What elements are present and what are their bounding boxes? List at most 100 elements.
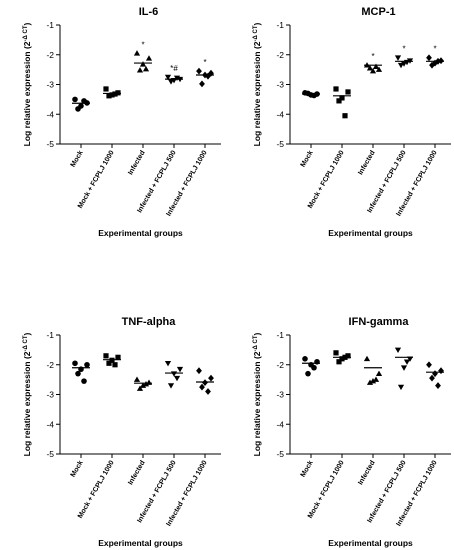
data-point: [142, 65, 150, 72]
data-point: [394, 55, 402, 61]
data-point: [366, 379, 374, 385]
data-point: [311, 364, 317, 371]
data-point: [397, 62, 405, 69]
data-point: [345, 89, 351, 95]
data-point: [363, 355, 371, 362]
significance-marker: *: [203, 58, 206, 67]
data-point: [199, 383, 205, 391]
data-point: [72, 96, 78, 103]
data-point: [394, 347, 402, 353]
data-point: [366, 65, 374, 71]
y-axis-label: Log relative expression (2-Δ CT): [252, 22, 262, 146]
data-point: [372, 63, 380, 69]
y-axis-label: Log relative expression (2-Δ CT): [22, 22, 32, 146]
x-axis-label: Experimental groups: [98, 538, 183, 548]
data-point: [173, 375, 181, 382]
data-point: [136, 385, 144, 391]
x-tick-label: Mock + FCPLJ 1000: [77, 459, 116, 519]
x-tick-label: Infected: [357, 460, 376, 487]
data-point: [205, 388, 211, 395]
data-point: [435, 382, 441, 389]
x-tick-label: Mock + FCPLJ 1000: [77, 149, 116, 209]
y-tick-label: -5: [46, 139, 54, 149]
chart-panel-4: IFN-gamma -1 -2 -3 -4 -5 Log relative expressi…: [252, 316, 451, 548]
data-point: [372, 376, 380, 382]
x-tick-label: Mock + FCPLJ 1000: [307, 149, 346, 209]
y-tick-label: -3: [46, 80, 54, 90]
x-tick-label: Mock: [70, 149, 85, 168]
y-tick-label: -5: [276, 449, 284, 459]
significance-marker: *#: [170, 64, 178, 73]
x-tick-label: Infected: [127, 460, 146, 487]
data-point: [333, 86, 339, 92]
y-tick-label: -4: [46, 419, 54, 429]
data-point: [81, 98, 87, 104]
y-tick-label: -1: [46, 20, 54, 30]
x-tick-label: Mock: [300, 149, 315, 168]
y-tick-label: -2: [276, 50, 284, 60]
data-point: [375, 66, 383, 72]
data-point: [429, 61, 435, 69]
data-point: [75, 106, 81, 112]
data-point: [333, 350, 339, 356]
data-point: [103, 86, 109, 92]
data-point: [75, 370, 81, 377]
x-axis-label: Experimental groups: [98, 228, 183, 238]
chart-title: MCP-1: [361, 6, 395, 18]
y-tick-label: -2: [46, 360, 54, 370]
data-point: [139, 61, 147, 67]
chart-panel-3: TNF-alpha -1 -2 -3 -4 -5 Log relative expressi…: [22, 316, 221, 548]
y-tick-label: -3: [46, 390, 54, 400]
data-point: [84, 361, 90, 368]
data-point: [103, 353, 109, 359]
data-point: [164, 74, 172, 81]
x-tick-label: Mock: [70, 459, 85, 478]
data-point: [81, 378, 87, 384]
data-point: [164, 360, 172, 367]
y-tick-label: -4: [276, 419, 284, 429]
y-tick-label: -5: [46, 449, 54, 459]
significance-marker: *: [141, 40, 144, 49]
data-point: [432, 59, 438, 67]
data-point: [139, 382, 147, 388]
data-point: [438, 367, 444, 375]
y-tick-label: -4: [276, 109, 284, 119]
y-axis-label: Log relative expression (2-Δ CT): [22, 332, 32, 456]
data-point: [167, 383, 175, 389]
data-point: [403, 359, 411, 365]
significance-marker: *: [402, 45, 405, 54]
data-point: [208, 374, 214, 382]
data-point: [208, 69, 214, 77]
data-point: [336, 359, 342, 365]
data-point: [136, 67, 144, 73]
data-point: [106, 93, 112, 99]
data-point: [342, 113, 348, 119]
data-point: [432, 370, 438, 378]
data-point: [199, 80, 205, 88]
data-point: [397, 384, 405, 391]
data-point: [133, 376, 141, 382]
chart-panel-1: IL-6 -1 -2 -3 -4 -5 Log relative expression (2…: [22, 6, 221, 238]
data-point: [115, 354, 121, 360]
y-axis-label: Log relative expression (2-Δ CT): [252, 332, 262, 456]
data-point: [305, 370, 311, 377]
y-tick-label: -3: [276, 390, 284, 400]
x-axis-label: Experimental groups: [328, 538, 413, 548]
x-tick-label: Mock + FCPLJ 1000: [307, 459, 346, 519]
data-point: [196, 67, 202, 75]
data-point: [72, 360, 78, 367]
y-tick-label: -1: [276, 330, 284, 340]
data-point: [167, 79, 175, 85]
significance-marker: *: [433, 45, 436, 54]
chart-title: IL-6: [139, 6, 159, 18]
data-point: [106, 360, 112, 366]
data-point: [176, 366, 184, 373]
y-tick-label: -1: [276, 20, 284, 30]
y-tick-label: -1: [46, 330, 54, 340]
y-tick-label: -2: [276, 360, 284, 370]
data-point: [196, 367, 202, 375]
data-point: [336, 98, 342, 104]
x-tick-label: Infected: [357, 150, 376, 177]
x-tick-label: Mock: [300, 459, 315, 478]
